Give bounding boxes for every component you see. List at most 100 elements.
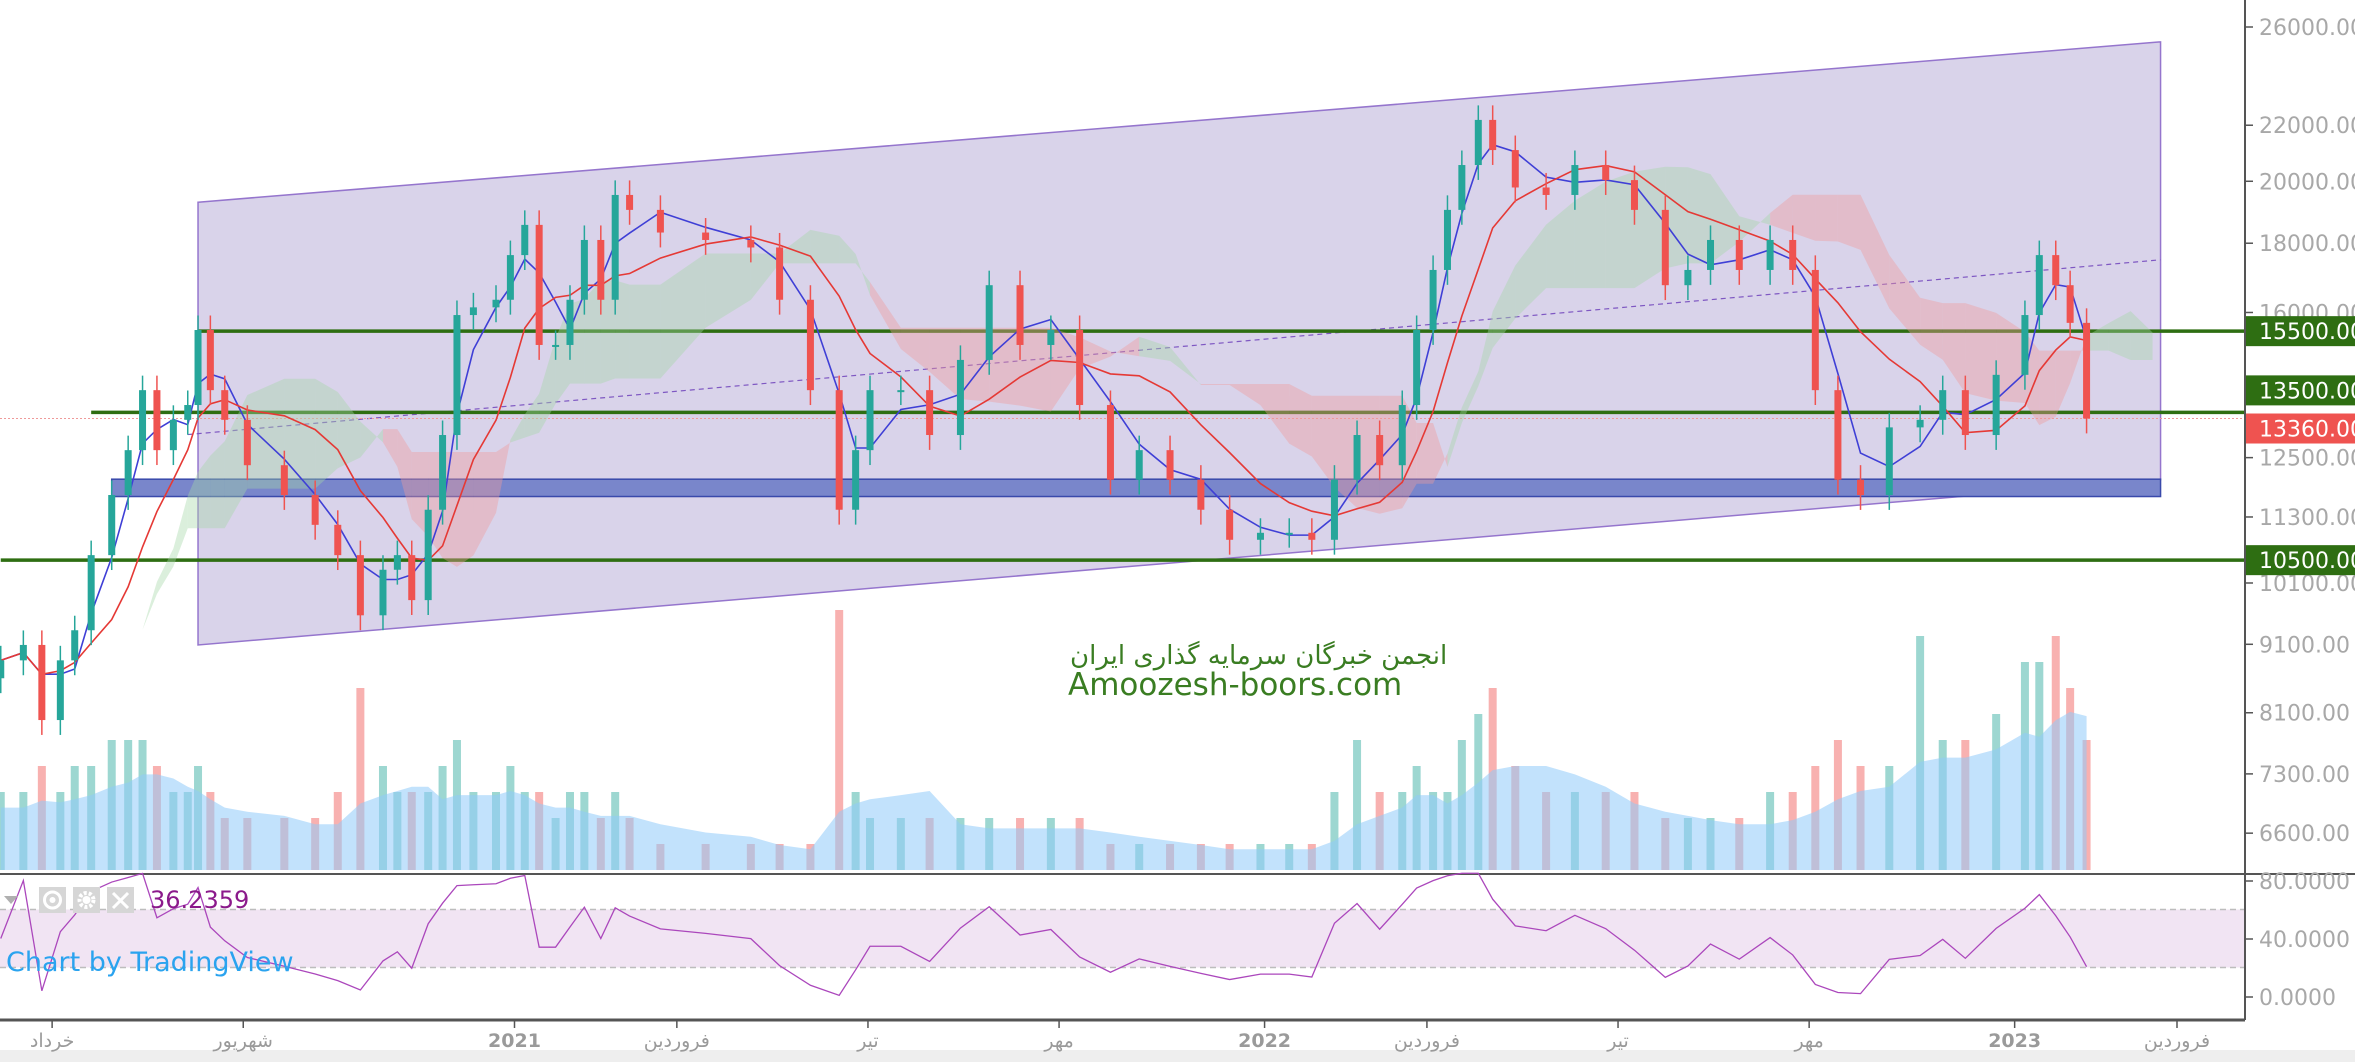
candle: [2052, 255, 2060, 286]
cloud-segment: [173, 495, 188, 567]
candle: [206, 330, 214, 391]
candle: [1047, 330, 1055, 345]
candle: [566, 299, 574, 345]
candle: [1413, 330, 1421, 406]
cloud-segment: [1860, 194, 1890, 309]
time-tick-label: خرداد: [30, 1030, 74, 1052]
cloud-segment: [1416, 423, 1434, 484]
cloud-segment: [397, 429, 412, 520]
candle: [1308, 532, 1316, 540]
cloud-segment: [855, 253, 871, 296]
candle: [1939, 390, 1947, 420]
rsi-tick-label: 40.0000: [2259, 928, 2350, 953]
cloud-segment: [156, 548, 174, 595]
price-tick-label: 8100.00: [2259, 702, 2350, 727]
candle: [1135, 450, 1143, 480]
candle: [194, 330, 202, 406]
candle: [408, 555, 416, 601]
candle: [280, 465, 288, 496]
cloud-segment: [1965, 303, 1997, 401]
cloud-segment: [1229, 384, 1261, 406]
cloud-segment: [1792, 194, 1816, 241]
price-tick-label: 9100.00: [2259, 633, 2350, 658]
cloud-segment: [555, 303, 570, 404]
candle: [702, 232, 710, 240]
cloud-segment: [111, 672, 129, 681]
candle: [1353, 435, 1361, 480]
cloud-segment: [428, 452, 443, 559]
cloud-segment: [224, 395, 248, 529]
candle: [1489, 119, 1497, 151]
candle: [71, 630, 79, 661]
price-label-15500: 15500.00: [2259, 320, 2355, 345]
cloud-segment: [1334, 395, 1358, 508]
candle: [552, 344, 560, 347]
moving-averages: [0, 143, 2088, 676]
candle: [776, 247, 784, 300]
price-label-10500-bg: [2246, 545, 2355, 576]
rsi-legend: 36.2359: [4, 886, 249, 914]
cloud-segment: [456, 452, 474, 567]
cloud-segment: [2130, 311, 2153, 360]
cloud-segment: [284, 378, 316, 489]
candle: [1707, 239, 1715, 270]
candle: [311, 495, 319, 525]
bottom-scrollbar: [0, 1050, 2355, 1062]
time-tick-label: مهر: [1793, 1030, 1823, 1052]
cloud-segment: [989, 327, 1021, 406]
candle: [1106, 405, 1114, 480]
cloud-segment: [1311, 395, 1335, 488]
tradingview-branding[interactable]: Chart by TradingView: [6, 947, 294, 978]
collapse-arrow-icon[interactable]: [4, 896, 18, 904]
candle: [1285, 532, 1293, 535]
candle: [379, 569, 387, 616]
price-tick-label: 11300.00: [2259, 506, 2355, 531]
candle: [521, 224, 529, 256]
candle: [439, 435, 447, 510]
candle: [19, 644, 27, 661]
volume-bar: [835, 610, 844, 870]
candle: [656, 209, 664, 233]
cloud-segment: [1461, 371, 1479, 424]
time-tick-label: 2021: [488, 1030, 541, 1052]
cloud-segment: [2055, 350, 2071, 417]
candle: [1811, 269, 1819, 391]
close-icon[interactable]: [107, 887, 134, 913]
cloud-segment: [1379, 395, 1403, 514]
candle: [108, 495, 116, 556]
cloud-segment: [524, 393, 540, 438]
time-tick-label: فروردین: [2144, 1030, 2210, 1052]
price-tick-label: 20000.00: [2259, 170, 2355, 195]
cloud-segment: [2070, 335, 2087, 384]
candle: [1197, 479, 1205, 510]
rsi-line: [0, 872, 2088, 997]
gear-icon[interactable]: [73, 887, 100, 913]
candle: [184, 405, 192, 420]
cloud-segment: [510, 414, 525, 443]
candle: [334, 524, 342, 556]
candle: [1376, 435, 1384, 466]
candle: [1789, 239, 1797, 270]
rsi-tick-label: 0.0000: [2259, 986, 2336, 1011]
candle: [626, 194, 634, 210]
candle: [2083, 322, 2091, 419]
candle: [124, 450, 132, 496]
rsi-band: [0, 909, 2245, 968]
candle: [1398, 405, 1406, 466]
cloud-segment: [473, 452, 497, 556]
time-tick-label: 2023: [1988, 1030, 2041, 1052]
eye-icon[interactable]: [39, 887, 66, 913]
cloud-segment: [382, 429, 398, 467]
rsi-value: 36.2359: [150, 886, 249, 914]
cloud-segment: [1515, 224, 1547, 319]
candle: [1661, 209, 1669, 286]
candle: [1076, 330, 1084, 406]
time-tick-label: 2022: [1238, 1030, 1291, 1052]
cloud-segment: [2086, 323, 2109, 351]
candle: [1511, 150, 1519, 188]
cloud-segment: [1170, 346, 1201, 385]
cloud-segment: [705, 253, 751, 328]
cloud-segment: [779, 229, 811, 264]
volume-bar: [1353, 740, 1362, 870]
